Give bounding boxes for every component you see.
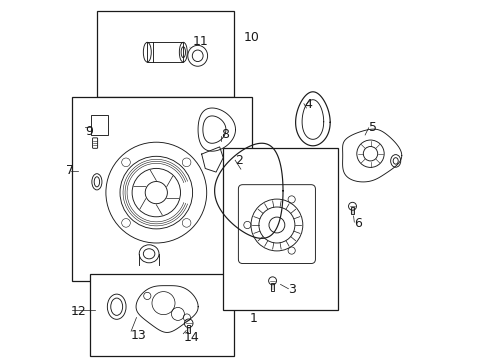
Bar (91, 115, 107, 135)
Text: 14: 14 (183, 331, 199, 344)
Text: 3: 3 (288, 283, 296, 296)
Text: 12: 12 (70, 305, 86, 318)
Bar (89, 274, 233, 356)
Text: 1: 1 (249, 312, 257, 325)
Text: 13: 13 (131, 329, 146, 342)
Text: 6: 6 (354, 217, 362, 230)
Text: 4: 4 (303, 98, 311, 111)
Text: 7: 7 (66, 165, 74, 177)
Text: 10: 10 (244, 31, 259, 44)
Bar (350, 207, 354, 214)
Bar (147, 42, 183, 62)
Bar (97, 11, 233, 97)
Bar (270, 283, 274, 291)
Bar (186, 325, 190, 333)
Text: 11: 11 (192, 35, 207, 48)
Bar (223, 148, 337, 310)
Text: 5: 5 (368, 121, 376, 134)
Bar (72, 97, 251, 281)
Text: 2: 2 (235, 154, 243, 167)
Text: 9: 9 (85, 125, 93, 138)
Text: 8: 8 (221, 129, 229, 141)
